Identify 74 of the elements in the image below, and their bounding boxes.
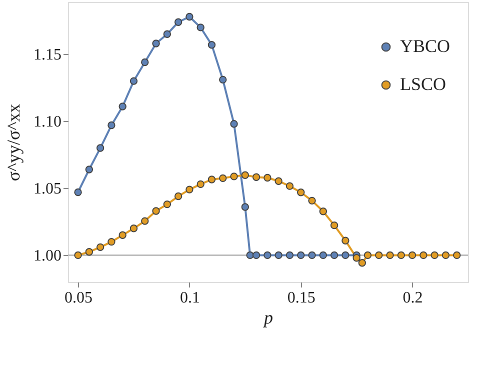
point: [319, 251, 328, 260]
point: [264, 174, 272, 182]
point: [130, 224, 138, 232]
point: [308, 251, 316, 260]
point: [174, 192, 182, 200]
point: [74, 251, 82, 260]
point: [274, 251, 282, 260]
y-axis-title: σ^yy/σ^xx: [4, 104, 24, 182]
point: [141, 58, 149, 66]
point: [85, 166, 94, 174]
point: [430, 251, 438, 260]
x-tick-label: 0.05: [64, 290, 93, 306]
point: [397, 251, 405, 260]
point: [130, 77, 138, 85]
point: [252, 251, 260, 260]
point: [297, 188, 305, 196]
point: [74, 188, 82, 196]
point: [118, 231, 126, 239]
point: [420, 251, 428, 260]
y-tick-label: 1.10: [34, 114, 62, 131]
point: [319, 208, 328, 216]
point: [342, 236, 350, 244]
y-tick-label: 1.15: [34, 46, 62, 64]
point: [230, 172, 238, 180]
y-tick-label: 1.05: [34, 180, 62, 198]
point: [186, 12, 194, 21]
point: [386, 251, 394, 260]
point: [241, 171, 250, 179]
point: [264, 251, 272, 260]
point: [286, 251, 294, 260]
point: [252, 173, 260, 181]
point: [453, 251, 461, 260]
point: [286, 182, 294, 190]
point: [375, 251, 383, 260]
point: [241, 203, 250, 211]
point: [297, 251, 305, 260]
point: [219, 76, 227, 84]
point: [330, 221, 338, 230]
point: [96, 144, 104, 152]
point: [163, 30, 172, 38]
point: [141, 217, 149, 225]
point: [152, 40, 160, 48]
point: [219, 174, 227, 182]
x-tick-label: 0.15: [287, 290, 316, 306]
x-tick-label: 0.2: [402, 290, 423, 306]
point: [230, 120, 238, 128]
point: [85, 248, 94, 256]
point: [408, 251, 416, 260]
point: [274, 177, 282, 185]
point: [108, 121, 116, 130]
point: [308, 196, 316, 205]
point: [196, 180, 204, 188]
point: [163, 200, 172, 208]
y-tick-label: 1.00: [34, 248, 62, 265]
point: [96, 243, 104, 252]
point: [208, 176, 216, 184]
point: [342, 251, 350, 260]
point: [330, 251, 338, 260]
point: [186, 186, 194, 194]
legend-label: YBCO: [400, 36, 450, 56]
point: [196, 24, 204, 32]
point: [442, 251, 450, 260]
point: [152, 207, 160, 215]
x-tick-label: 0.1: [180, 290, 200, 306]
point: [208, 41, 216, 49]
point: [364, 251, 372, 260]
point: [246, 251, 254, 260]
point: [358, 258, 366, 267]
point: [108, 238, 116, 246]
x-axis-title: p: [262, 308, 273, 328]
legend-label: LSCO: [400, 74, 446, 94]
point: [352, 254, 360, 262]
point: [174, 18, 182, 26]
point: [118, 102, 126, 110]
